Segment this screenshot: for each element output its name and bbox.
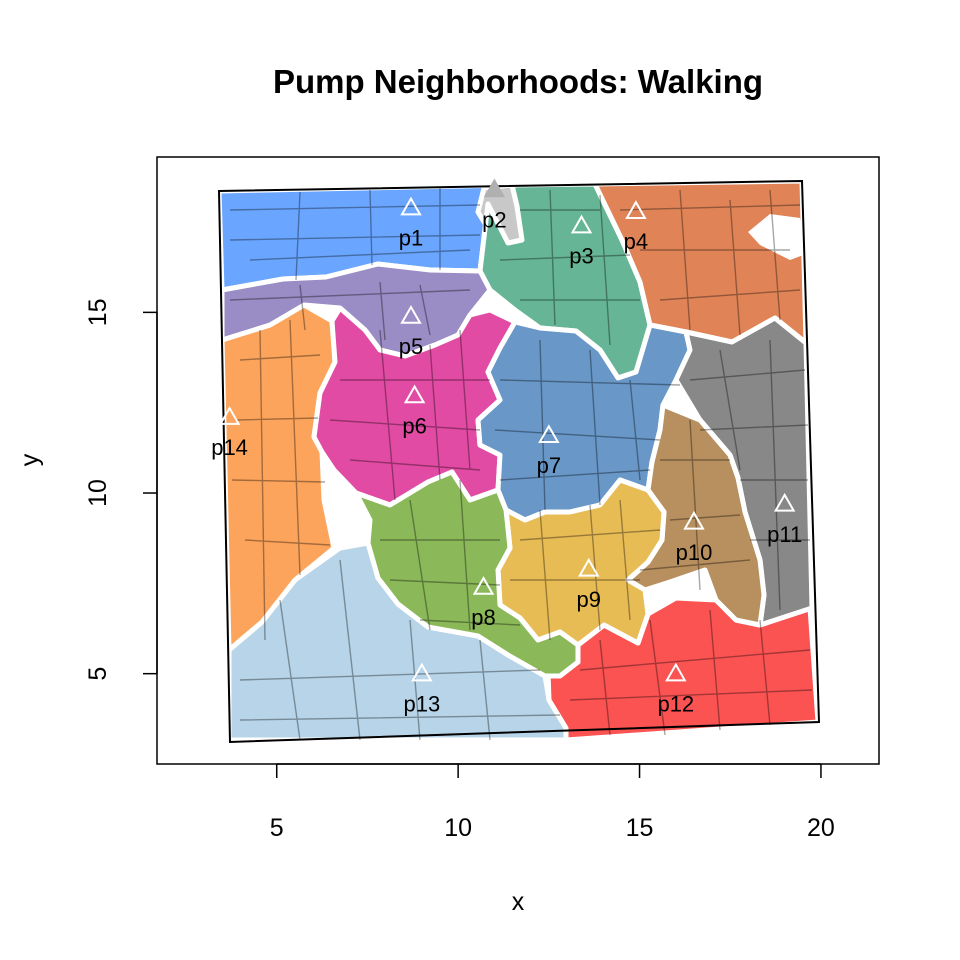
y-tick-label: 10 xyxy=(84,479,112,507)
pump-triangle-icon xyxy=(400,304,422,324)
street-network xyxy=(229,188,813,741)
pump-triangle-icon xyxy=(400,196,422,216)
pump-p11: p11 xyxy=(767,492,802,547)
pump-p6: p6 xyxy=(402,384,427,438)
pump-triangle-icon xyxy=(665,662,687,682)
pump-label: p4 xyxy=(624,229,648,254)
pump-label: p11 xyxy=(767,522,802,547)
pump-triangle-icon xyxy=(773,492,796,512)
pump-p13: p13 xyxy=(403,662,440,717)
y-tick-labels: 5 10 15 xyxy=(84,298,112,680)
pump-p10: p10 xyxy=(676,510,713,565)
pump-p1: p1 xyxy=(399,196,423,251)
pump-triangle-icon xyxy=(578,557,600,577)
y-tick-label: 15 xyxy=(84,298,112,326)
pump-p5: p5 xyxy=(399,304,423,359)
pump-triangle-icon xyxy=(683,510,705,530)
neighborhood-regions xyxy=(216,178,821,743)
pump-triangle-icon xyxy=(472,575,495,595)
x-tick-labels: 5 10 15 20 xyxy=(270,814,835,842)
region-p8 xyxy=(353,469,581,679)
pump-label: p1 xyxy=(399,226,423,251)
pump-label: p8 xyxy=(471,605,495,630)
pump-label: p7 xyxy=(537,453,561,478)
pump-markers: p1 p2 p3 p4 p5 p6 p7 p8 p9 p10 p11 p12 p13 p14 xyxy=(211,178,802,717)
pump-label: p14 xyxy=(211,435,248,460)
pump-p12: p12 xyxy=(657,662,694,717)
pump-label: p12 xyxy=(657,692,694,717)
pump-triangle-icon xyxy=(570,214,593,234)
region-gap xyxy=(748,214,806,260)
pump-label: p13 xyxy=(403,692,440,717)
pump-label: p6 xyxy=(402,413,426,438)
x-axis-label: x xyxy=(512,888,525,916)
pump-label: p2 xyxy=(482,208,506,233)
pump-label: p5 xyxy=(399,334,423,359)
x-tick-label: 5 xyxy=(270,814,284,842)
pump-p8: p8 xyxy=(471,575,496,630)
pump-triangle-icon xyxy=(411,662,433,682)
chart-title: Pump Neighborhoods: Walking xyxy=(273,63,763,100)
pump-p7: p7 xyxy=(537,424,561,478)
y-tick-label: 5 xyxy=(84,667,112,681)
pump-triangle-icon xyxy=(403,384,426,404)
y-axis xyxy=(143,311,158,675)
pump-p2: p2 xyxy=(482,178,507,233)
x-tick-label: 15 xyxy=(626,814,654,842)
pump-p9: p9 xyxy=(577,557,601,612)
pump-label: p3 xyxy=(569,244,593,269)
pump-triangle-icon xyxy=(218,406,241,425)
y-axis-label: y xyxy=(16,453,44,466)
pump-p14: p14 xyxy=(211,406,248,460)
pump-p4: p4 xyxy=(624,200,648,254)
pump-triangle-icon xyxy=(538,424,560,443)
map-outline xyxy=(217,179,821,744)
x-tick-label: 10 xyxy=(444,814,472,842)
pump-p3: p3 xyxy=(569,214,594,269)
pump-triangle-icon xyxy=(625,200,647,219)
pump-label: p10 xyxy=(676,540,713,565)
x-tick-label: 20 xyxy=(807,814,835,842)
pump-label: p9 xyxy=(577,587,601,612)
pump-triangle-icon xyxy=(483,178,506,198)
x-axis xyxy=(275,763,822,778)
